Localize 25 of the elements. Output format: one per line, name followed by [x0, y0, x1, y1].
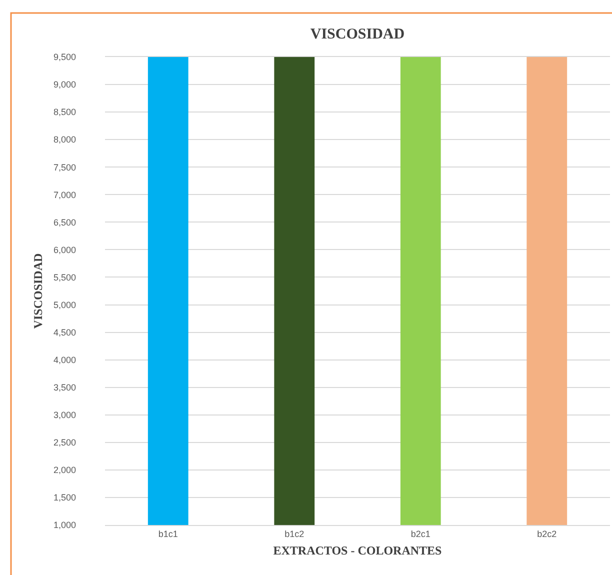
y-tick-label: 8,000: [53, 134, 76, 145]
x-tick-label: b1c1: [158, 528, 178, 539]
y-tick-label: 3,000: [53, 410, 76, 420]
y-tick-label: 4,500: [53, 327, 76, 338]
y-tick-label: 5,000: [53, 300, 76, 310]
y-tick-label: 2,000: [53, 465, 76, 476]
y-tick-label: 7,500: [53, 162, 76, 172]
y-axis-title: VISCOSIDAD: [30, 252, 45, 329]
y-tick-label: 6,500: [53, 217, 76, 228]
y-tick-label: 4,000: [53, 354, 76, 365]
x-tick-label: b1c2: [284, 528, 304, 539]
y-tick-label: 8,500: [53, 107, 76, 118]
y-tick-label: 3,500: [53, 382, 76, 392]
y-tick-label: 1,000: [53, 520, 76, 530]
y-tick-label: 5,500: [53, 272, 76, 282]
x-tick-label: b2c2: [537, 528, 557, 539]
y-tick-label: 9,500: [53, 52, 76, 62]
x-tick-label: b2c1: [410, 528, 430, 539]
y-tick-label: 9,000: [53, 80, 76, 90]
y-tick-label: 7,000: [53, 190, 76, 200]
x-axis-title: EXTRACTOS - COLORANTES: [273, 544, 442, 558]
y-tick-label: 6,000: [53, 244, 76, 255]
y-tick-label: 1,500: [53, 492, 76, 503]
chart-title: VISCOSIDAD: [310, 26, 405, 42]
y-tick-label: 2,500: [53, 438, 76, 448]
